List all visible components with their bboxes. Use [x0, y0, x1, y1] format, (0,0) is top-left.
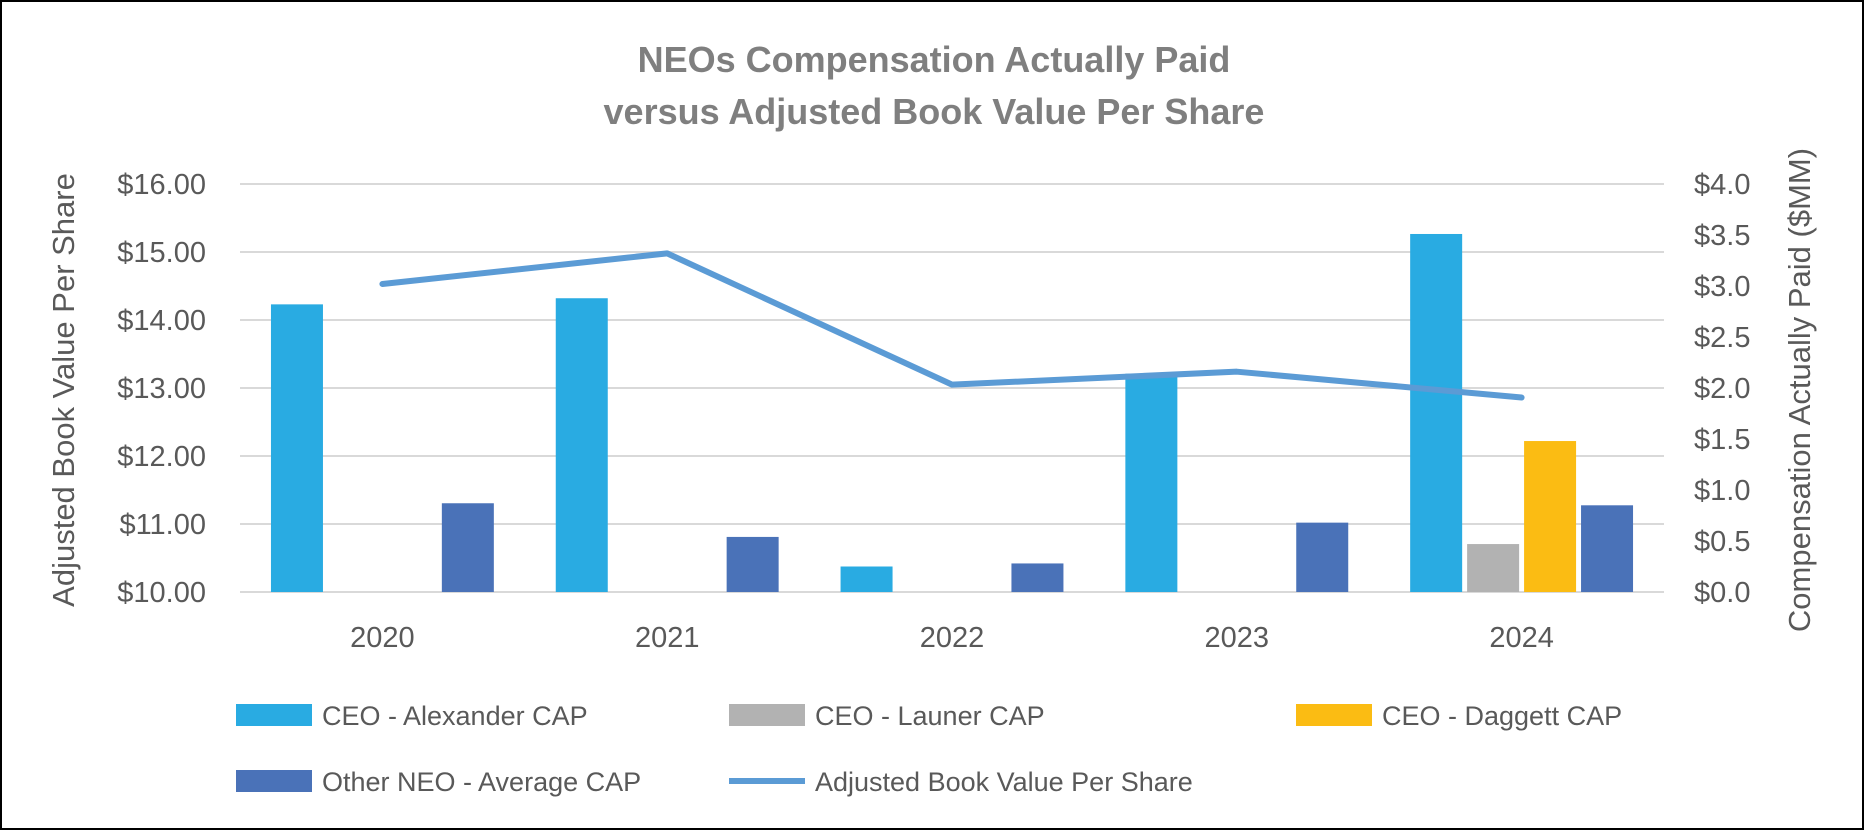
line-series	[379, 250, 1525, 401]
legend-label: Adjusted Book Value Per Share	[815, 767, 1193, 797]
bar-series-1	[1467, 544, 1520, 592]
bar-series-2	[1524, 441, 1577, 592]
legend-item: CEO - Launer CAP	[729, 701, 1045, 731]
bar	[555, 298, 608, 592]
bar	[1296, 522, 1349, 592]
right-axis-ticks: $0.0 $0.5 $1.0 $1.5 $2.0 $2.5 $3.0 $3.5 $4.0	[1694, 169, 1750, 609]
legend-item: CEO - Alexander CAP	[236, 701, 588, 731]
left-axis-ticks: $10.00 $11.00 $12.00 $13.00 $14.00 $15.00 $16.…	[117, 169, 206, 609]
legend-item: Other NEO - Average CAP	[236, 767, 641, 797]
left-tick-label: $12.00	[117, 441, 206, 473]
right-tick-label: $0.0	[1694, 577, 1750, 609]
chart-title: NEOs Compensation Actually Paid versus A…	[604, 39, 1265, 132]
left-tick-label: $14.00	[117, 305, 206, 337]
legend-swatch	[729, 704, 805, 726]
legend-label: CEO - Daggett CAP	[1382, 701, 1622, 731]
bar	[1467, 544, 1520, 592]
left-tick-label: $16.00	[117, 169, 206, 201]
bar	[1125, 373, 1178, 592]
bar	[1011, 563, 1064, 592]
bar	[1410, 233, 1463, 593]
legend-label: CEO - Launer CAP	[815, 701, 1045, 731]
x-tick-label: 2021	[635, 622, 700, 654]
bar	[1581, 505, 1634, 592]
right-tick-label: $3.0	[1694, 271, 1750, 303]
legend-swatch	[236, 704, 312, 726]
line-point	[380, 281, 385, 286]
bar	[270, 304, 323, 592]
bar-series-3	[441, 503, 1634, 592]
chart-title-line-2: versus Adjusted Book Value Per Share	[604, 91, 1265, 132]
left-tick-label: $10.00	[117, 577, 206, 609]
line-point	[665, 251, 670, 256]
line-point	[950, 382, 954, 387]
chart-title-line-1: NEOs Compensation Actually Paid	[638, 39, 1231, 80]
bar-series-0	[270, 233, 1463, 593]
book-value-line	[379, 250, 1525, 401]
right-tick-label: $1.0	[1694, 475, 1750, 507]
right-axis-title: Compensation Actually Paid ($MM)	[1782, 148, 1817, 632]
left-tick-label: $13.00	[117, 373, 206, 405]
left-tick-label: $11.00	[119, 509, 206, 541]
legend-item: Adjusted Book Value Per Share	[729, 767, 1193, 797]
left-tick-label: $15.00	[117, 237, 206, 269]
bar	[726, 536, 779, 592]
right-tick-label: $2.5	[1694, 322, 1750, 354]
right-tick-label: $0.5	[1694, 526, 1750, 558]
line-point	[1519, 395, 1524, 400]
right-tick-label: $2.0	[1694, 373, 1750, 405]
legend-label: Other NEO - Average CAP	[322, 767, 641, 797]
right-tick-label: $4.0	[1694, 169, 1750, 201]
legend-swatch	[1296, 704, 1372, 726]
line-point	[1234, 369, 1239, 374]
bars	[270, 233, 1634, 593]
x-axis-ticks: 2020 2021 2022 2023 2024	[350, 622, 1554, 654]
legend-swatch	[236, 770, 312, 792]
x-tick-label: 2022	[920, 622, 985, 654]
x-tick-label: 2023	[1205, 622, 1270, 654]
legend: CEO - Alexander CAP CEO - Launer CAP CEO -…	[236, 701, 1622, 797]
x-tick-label: 2024	[1489, 622, 1554, 654]
bar	[441, 503, 494, 592]
left-axis-title: Adjusted Book Value Per Share	[46, 173, 81, 607]
right-tick-label: $3.5	[1694, 220, 1750, 252]
bar	[1524, 441, 1577, 592]
legend-item: CEO - Daggett CAP	[1296, 701, 1622, 731]
legend-label: CEO - Alexander CAP	[322, 701, 588, 731]
x-tick-label: 2020	[350, 622, 415, 654]
bar	[840, 566, 893, 592]
right-tick-label: $1.5	[1694, 424, 1750, 456]
